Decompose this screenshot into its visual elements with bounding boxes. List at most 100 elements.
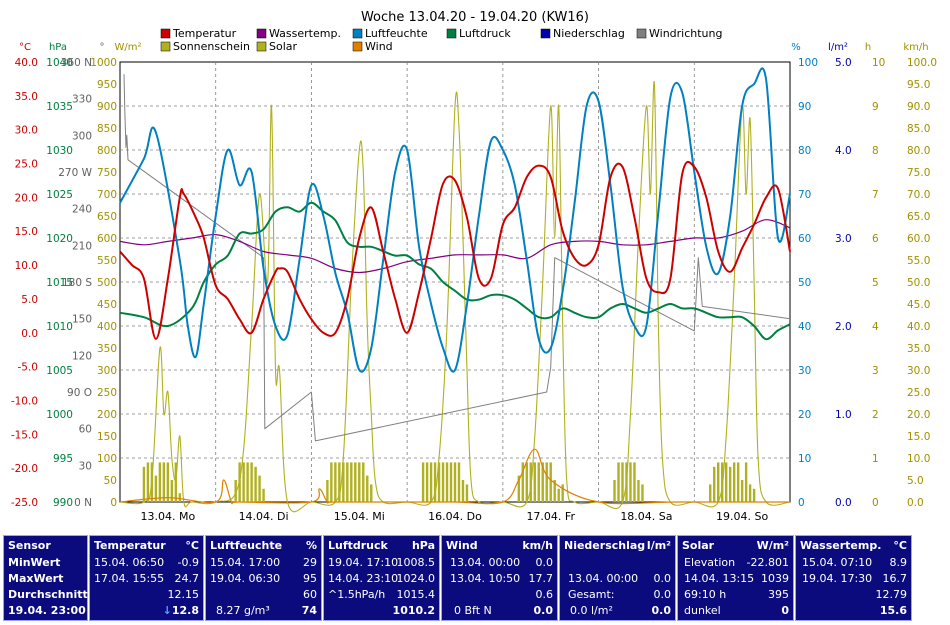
sonnenschein-bar bbox=[142, 466, 146, 502]
sonnenschein-bar bbox=[366, 475, 369, 502]
axis-tick-dir: 330 bbox=[72, 94, 92, 106]
axis-tick-kmh: 55.0 bbox=[907, 255, 930, 267]
axis-tick-hpa: 1025 bbox=[46, 189, 73, 201]
axis-tick-wm2: 100 bbox=[97, 453, 117, 465]
legend-label: Niederschlag bbox=[553, 27, 625, 40]
axis-tick-h: 3 bbox=[872, 365, 879, 377]
panel-unit: % bbox=[305, 539, 317, 552]
axis-tick-wm2: 250 bbox=[97, 387, 117, 399]
axis-tick-pct: 0 bbox=[798, 497, 805, 509]
sonnenschein-bar bbox=[158, 462, 162, 502]
sunshine-hours: 69:10 h bbox=[684, 588, 727, 601]
sonnenschein-bar bbox=[553, 480, 556, 502]
panel-sensor: Sensor MinWert MaxWert Durchschnitt 19.0… bbox=[3, 535, 88, 621]
axis-tick-wm2: 1000 bbox=[90, 57, 117, 69]
axis-tick-hpa: 1015 bbox=[46, 277, 73, 289]
axis-tick-kmh: 95.0 bbox=[907, 79, 930, 91]
axis-tick-hpa: 1020 bbox=[46, 233, 73, 245]
axis-tick-h: 6 bbox=[872, 233, 879, 245]
axis-tick-h: 4 bbox=[872, 321, 879, 333]
sonnenschein-bar bbox=[258, 475, 261, 502]
axis-tick-kmh: 50.0 bbox=[907, 277, 930, 289]
axis-tick-kmh: 35.0 bbox=[907, 343, 930, 355]
axis-tick-kmh: 40.0 bbox=[907, 321, 930, 333]
axis-tick-dir: 60 bbox=[79, 424, 92, 436]
max-time: 13.04. 10:50 bbox=[450, 572, 521, 585]
max-time: 13.04. 00:00 bbox=[568, 572, 639, 585]
min-value: -0.9 bbox=[177, 556, 199, 569]
axis-tick-wm2: 650 bbox=[97, 211, 117, 223]
axis-tick-hpa: 1040 bbox=[46, 57, 73, 69]
axis-unit-wm2: W/m² bbox=[114, 42, 141, 53]
axis-tick-kmh: 5.0 bbox=[907, 475, 924, 487]
axis-tick-h: 8 bbox=[872, 145, 879, 157]
panel-solar: Solar W/m² Elevation -22.801 14.04. 13:1… bbox=[677, 535, 794, 621]
elevation-label: Elevation bbox=[684, 556, 736, 569]
axis-tick-temp: 40.0 bbox=[15, 57, 38, 69]
axis-tick-wm2: 450 bbox=[97, 299, 117, 311]
axis-tick-wm2: 500 bbox=[97, 277, 117, 289]
series-line-wind bbox=[119, 448, 790, 505]
legend-swatch bbox=[160, 41, 171, 52]
sonnenschein-bar bbox=[445, 462, 449, 502]
axis-tick-kmh: 45.0 bbox=[907, 299, 930, 311]
day-label: 18.04. Sa bbox=[620, 510, 672, 523]
axis-unit-pct: % bbox=[791, 42, 801, 53]
axis-unit-dir: ° bbox=[100, 42, 105, 53]
axis-tick-hpa: 995 bbox=[53, 453, 73, 465]
series-line-luftdruck bbox=[119, 201, 791, 341]
day-label: 15.04. Mi bbox=[334, 510, 385, 523]
day-label: 16.04. Do bbox=[428, 510, 482, 523]
axis-tick-pct: 70 bbox=[798, 189, 811, 201]
panel-unit: W/m² bbox=[756, 539, 789, 552]
axis-unit-hpa: hPa bbox=[49, 42, 67, 53]
max-value: 1039 bbox=[761, 572, 789, 585]
legend-swatch bbox=[160, 28, 171, 39]
max-time: 17.04. 15:55 bbox=[94, 572, 165, 585]
current-value-text: 12.8 bbox=[171, 604, 199, 617]
weather-week-chart: Woche 13.04.20 - 19.04.20 (KW16) Tempera… bbox=[11, 10, 937, 523]
axis-tick-kmh: 60.0 bbox=[907, 233, 930, 245]
axis-tick-temp: -5.0 bbox=[18, 362, 39, 374]
axis-tick-pct: 100 bbox=[798, 57, 818, 69]
axis-tick-hpa: 1000 bbox=[46, 409, 73, 421]
sonnenschein-bar bbox=[717, 462, 720, 502]
axis-tick-temp: 0.0 bbox=[21, 328, 38, 340]
sonnenschein-bar bbox=[254, 466, 257, 502]
sonnenschein-bar bbox=[334, 462, 337, 502]
sonnenschein-bar bbox=[721, 462, 724, 502]
axis-tick-dir: 120 bbox=[72, 350, 92, 362]
axis-tick-dir: 360 N bbox=[61, 57, 92, 69]
axis-tick-kmh: 25.0 bbox=[907, 387, 930, 399]
axis-tick-temp: 5.0 bbox=[21, 294, 38, 306]
axis-tick-wm2: 0 bbox=[110, 497, 117, 509]
axis-tick-wm2: 300 bbox=[97, 365, 117, 377]
sonnenschein-bar bbox=[613, 480, 616, 502]
avg-value: 12.79 bbox=[875, 588, 908, 601]
max-value: 16.7 bbox=[882, 572, 908, 585]
sonnenschein-bar bbox=[441, 462, 445, 502]
axis-tick-kmh: 10.0 bbox=[907, 453, 930, 465]
current-value: 0.0 bbox=[533, 604, 554, 617]
total-label: Gesamt: bbox=[568, 588, 615, 601]
max-value: 24.7 bbox=[174, 572, 200, 585]
sonnenschein-bar bbox=[453, 462, 457, 502]
sonnenschein-bar bbox=[549, 462, 552, 502]
sonnenschein-bar bbox=[637, 480, 640, 502]
avg-value: 12.15 bbox=[167, 588, 200, 601]
sonnenschein-bar bbox=[541, 462, 544, 502]
axis-tick-kmh: 70.0 bbox=[907, 189, 930, 201]
elevation-value: -22.801 bbox=[746, 556, 789, 569]
sonnenschein-bar bbox=[433, 462, 437, 502]
chart-series bbox=[119, 67, 791, 513]
axis-tick-wm2: 400 bbox=[97, 321, 117, 333]
avg-value: 395 bbox=[768, 588, 789, 601]
min-time: 19.04. 17:10 bbox=[328, 556, 399, 569]
panel-wassertemp: Wassertemp. °C 15.04. 07:10 8.9 19.04. 1… bbox=[795, 535, 912, 621]
sonnenschein-bar bbox=[748, 484, 752, 502]
sonnenschein-bar bbox=[517, 475, 521, 502]
max-time: 14.04. 13:15 bbox=[684, 572, 755, 585]
sonnenschein-bar bbox=[421, 462, 425, 502]
axis-tick-kmh: 100.0 bbox=[907, 57, 937, 69]
min-value: 1008.5 bbox=[396, 556, 436, 569]
